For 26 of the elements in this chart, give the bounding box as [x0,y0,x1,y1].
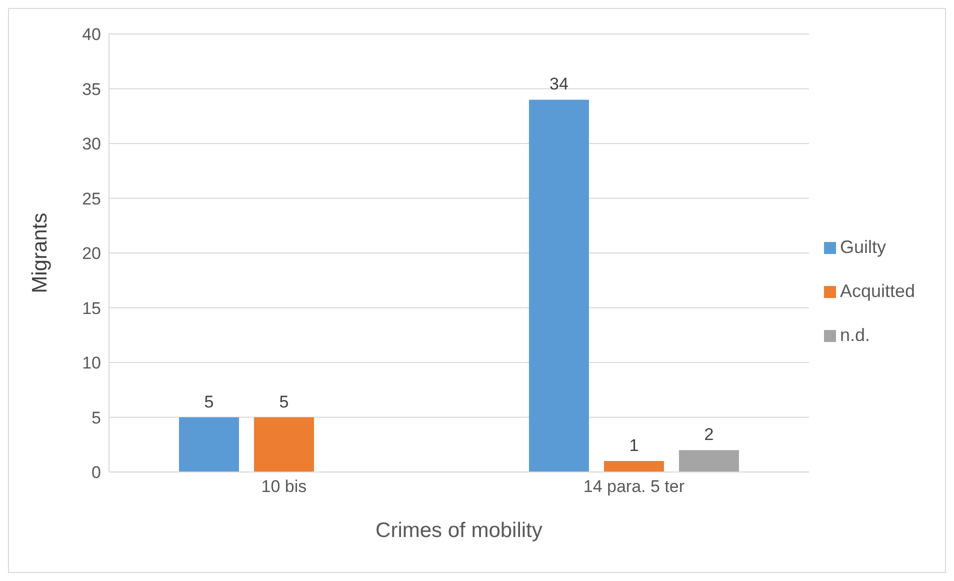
y-tick-label: 15 [82,298,101,318]
y-tick-label: 10 [82,354,101,373]
y-tick-label: 35 [82,80,101,99]
data-label: 34 [550,74,568,94]
legend-label: Guilty [840,236,886,256]
bar [678,450,739,472]
y-tick-label: 40 [82,25,101,44]
bar [254,417,314,472]
x-tick-label: 14 para. 5 ter [583,477,685,496]
bar [604,461,664,472]
data-label: 5 [204,392,214,412]
data-label: 2 [704,425,714,444]
data-label: 1 [629,436,639,456]
y-tick-label: 5 [92,408,101,428]
y-axis-title: Migrants [28,212,52,294]
y-tick-label: 30 [82,134,101,154]
x-tick-label: 10 bis [261,477,307,496]
x-axis-title: Crimes of mobility [376,519,543,542]
y-tick-label: 0 [92,463,101,482]
bar [528,100,589,472]
legend-label: n.d. [840,324,870,344]
y-tick-label: 20 [82,244,101,264]
bar [178,417,239,472]
legend-label: Acquitted [840,280,915,300]
y-tick-label: 25 [82,189,101,208]
data-label: 5 [279,392,289,412]
